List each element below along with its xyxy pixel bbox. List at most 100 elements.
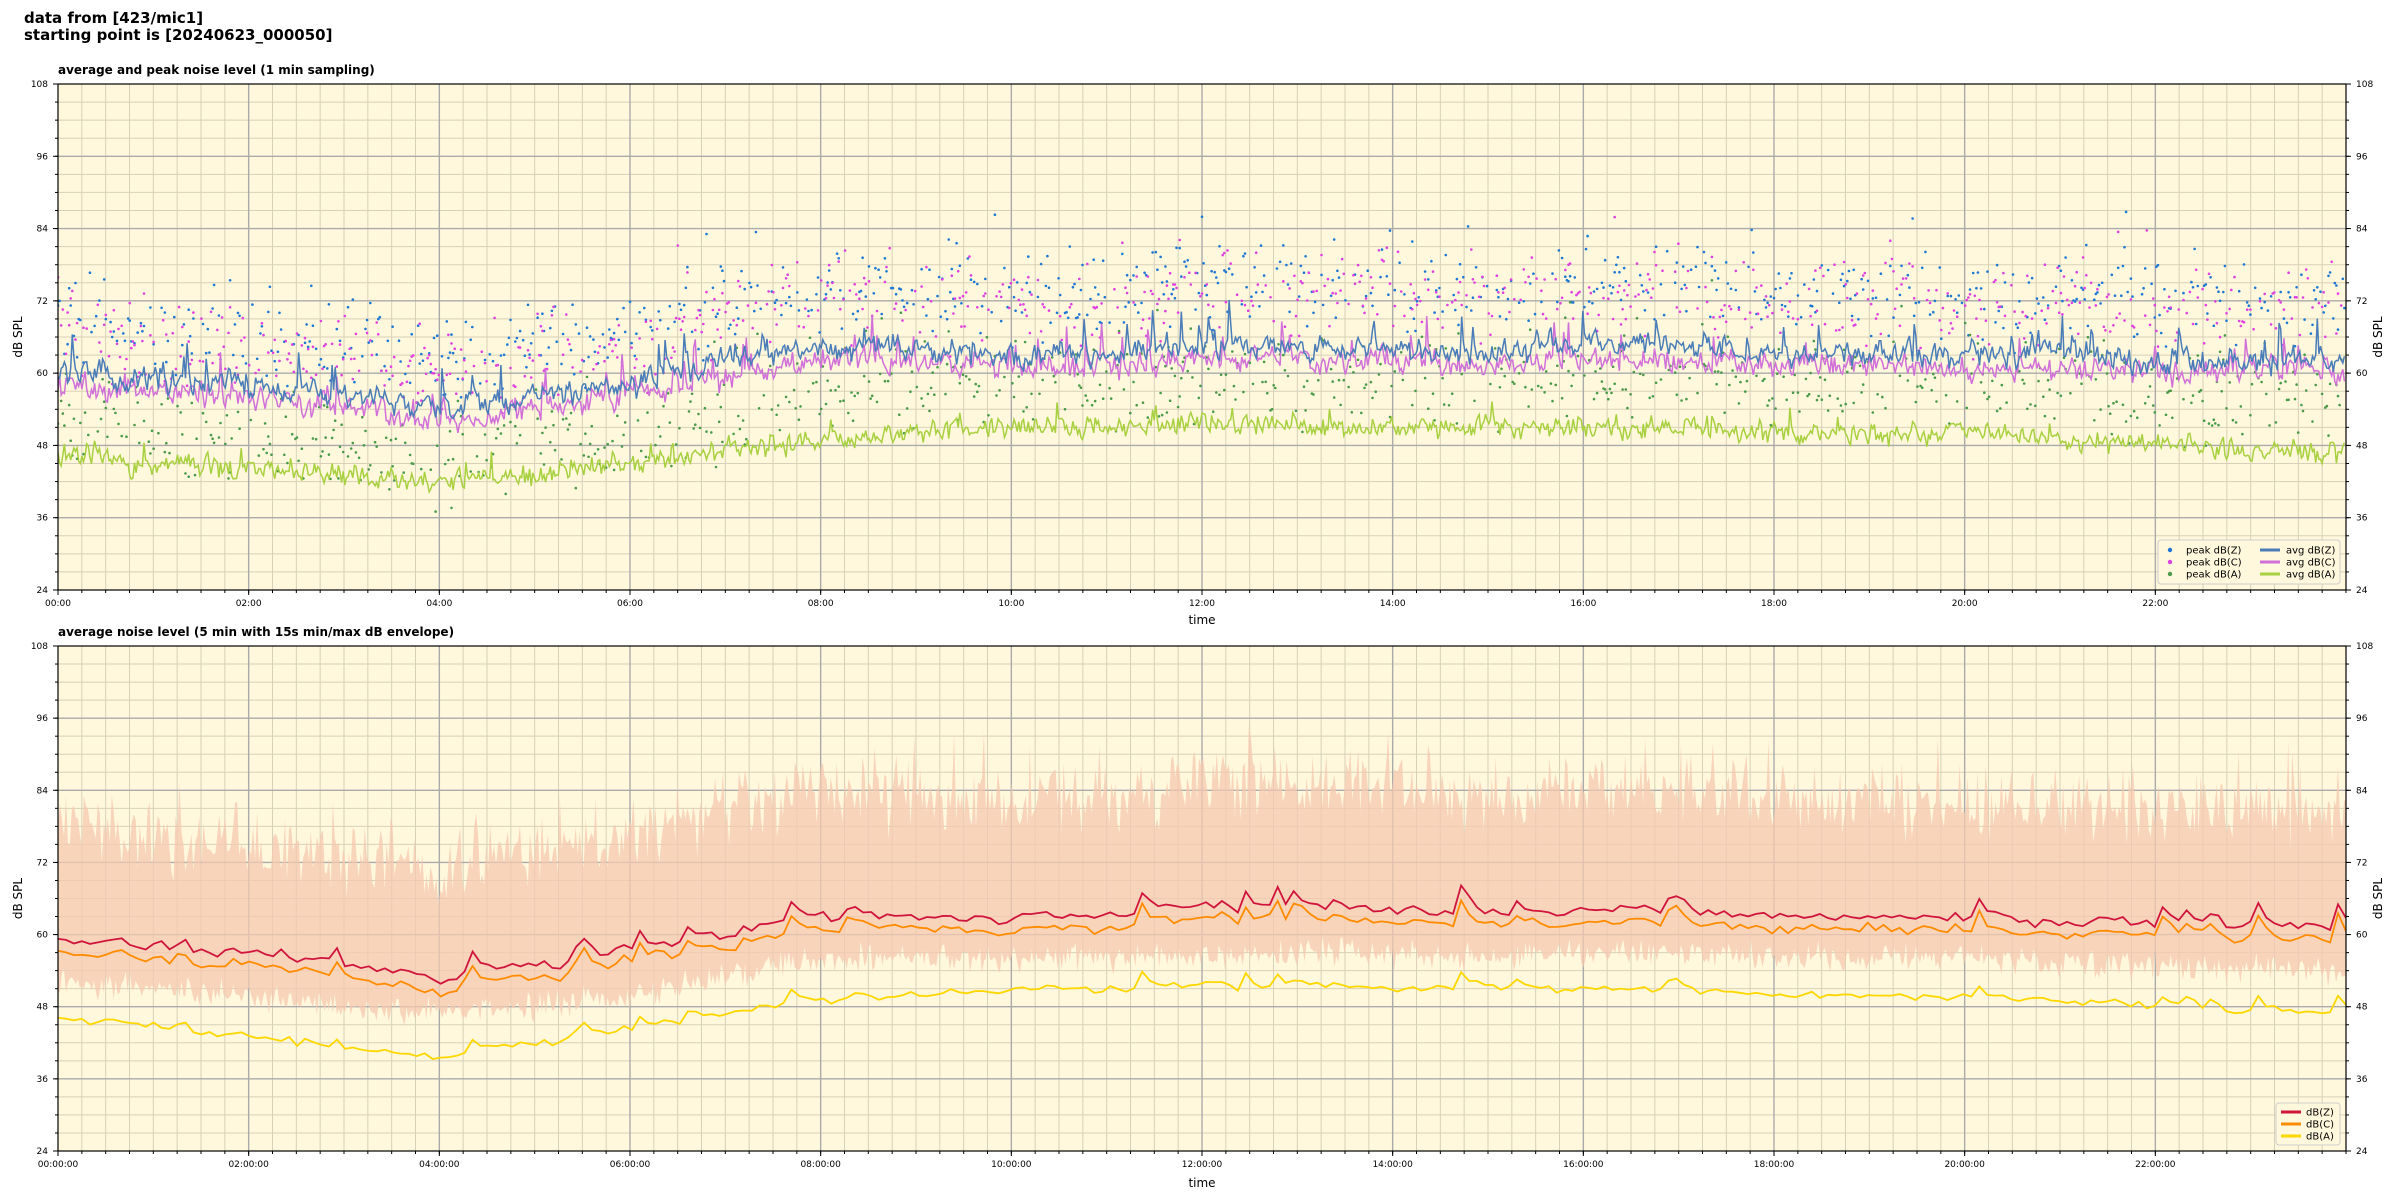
scatter-point (1680, 287, 1683, 291)
scatter-point (1522, 300, 1526, 303)
scatter-point (835, 252, 839, 255)
scatter-point (1441, 310, 1444, 313)
scatter-point (1028, 331, 1032, 335)
scatter-point (255, 357, 259, 361)
scatter-point (1737, 308, 1741, 311)
scatter-point (702, 359, 705, 362)
scatter-point (1007, 306, 1011, 310)
scatter-point (674, 443, 678, 446)
scatter-point (678, 317, 681, 321)
scatter-point (2336, 292, 2340, 295)
scatter-point (2209, 276, 2212, 279)
scatter-point (2207, 422, 2211, 425)
scatter-point (2081, 256, 2085, 259)
scatter-point (1331, 380, 1334, 383)
scatter-point (1608, 284, 1612, 287)
scatter-point (1696, 391, 1699, 395)
scatter-point (2064, 256, 2067, 259)
scatter-point (1457, 291, 1460, 294)
scatter-point (616, 414, 619, 418)
scatter-point (2153, 411, 2157, 414)
scatter-point (364, 327, 367, 331)
y-tick-label-right: 36 (2356, 1075, 2368, 1085)
y-tick-label: 24 (37, 586, 49, 596)
scatter-point (502, 424, 506, 427)
scatter-point (807, 309, 810, 313)
scatter-point (2151, 297, 2155, 300)
scatter-point (1446, 303, 1449, 307)
scatter-point (160, 403, 163, 406)
scatter-point (904, 350, 907, 353)
y-tick-label: 72 (37, 297, 48, 307)
scatter-point (2188, 290, 2192, 294)
scatter-point (1242, 254, 1245, 258)
y-tick-label: 96 (37, 152, 49, 162)
scatter-point (1243, 252, 1247, 255)
scatter-point (1423, 278, 1427, 281)
scatter-point (651, 337, 654, 341)
scatter-point (1457, 323, 1460, 327)
x-axis-label: time (1188, 613, 1215, 627)
scatter-point (1175, 246, 1178, 250)
scatter-point (1659, 378, 1663, 381)
y-axis-label: dB SPL (11, 316, 25, 358)
scatter-point (1731, 369, 1734, 372)
scatter-point (1014, 339, 1017, 343)
scatter-point (1254, 251, 1258, 254)
scatter-point (937, 275, 941, 279)
scatter-point (702, 322, 705, 326)
scatter-point (392, 355, 396, 359)
scatter-point (1519, 298, 1522, 302)
scatter-point (1540, 289, 1543, 293)
scatter-point (483, 433, 487, 436)
scatter-point (745, 437, 748, 441)
scatter-point (620, 445, 624, 448)
scatter-point (617, 338, 621, 342)
scatter-point (106, 435, 109, 439)
scatter-point (1879, 272, 1883, 276)
scatter-point (2107, 404, 2110, 408)
scatter-point (848, 289, 852, 292)
scatter-point (1143, 290, 1146, 294)
scatter-point (2037, 379, 2040, 383)
scatter-point (2225, 312, 2228, 315)
scatter-point (2018, 321, 2021, 325)
scatter-point (1262, 360, 1266, 364)
scatter-point (912, 303, 915, 306)
scatter-point (2065, 298, 2069, 302)
scatter-point (804, 307, 807, 310)
scatter-point (1624, 388, 1628, 391)
x-tick-label: 08:00 (808, 599, 834, 609)
scatter-point (1482, 284, 1486, 288)
scatter-point (1078, 277, 1081, 281)
scatter-point (1224, 270, 1228, 274)
scatter-point (875, 400, 879, 404)
scatter-point (1979, 307, 1983, 311)
scatter-point (2228, 307, 2231, 311)
scatter-point (1556, 300, 1559, 304)
scatter-point (429, 362, 433, 366)
scatter-point (2312, 289, 2316, 292)
scatter-point (545, 367, 549, 371)
scatter-point (1584, 247, 1588, 251)
scatter-point (107, 380, 111, 384)
scatter-point (829, 288, 833, 291)
scatter-point (1262, 274, 1266, 277)
scatter-point (2287, 398, 2290, 402)
scatter-point (464, 320, 468, 324)
scatter-point (494, 436, 498, 440)
scatter-point (1892, 340, 1895, 344)
scatter-point (1686, 269, 1690, 273)
scatter-point (193, 473, 197, 477)
scatter-point (2096, 291, 2099, 294)
scatter-point (1638, 273, 1642, 277)
scatter-point (122, 332, 125, 335)
scatter-point (133, 343, 136, 347)
scatter-point (682, 315, 686, 319)
scatter-point (616, 317, 619, 321)
scatter-point (1948, 331, 1951, 335)
scatter-point (1654, 245, 1658, 248)
scatter-point (1626, 406, 1629, 410)
y-tick-label-right: 108 (2356, 80, 2373, 90)
scatter-point (2228, 381, 2231, 384)
